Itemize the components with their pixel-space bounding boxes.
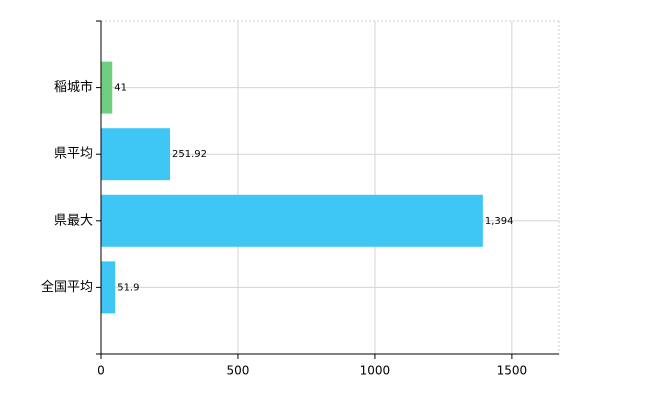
value-label: 41 [114, 83, 127, 94]
bar [101, 61, 113, 114]
y-tick-label: 稲城市 [54, 79, 93, 95]
x-tick-label: 0 [97, 364, 105, 378]
value-label: 251.92 [172, 149, 207, 160]
x-tick-label: 1000 [360, 364, 391, 378]
y-tick-label: 県最大 [54, 213, 93, 228]
bar [101, 261, 116, 314]
value-label: 1,394 [485, 216, 514, 227]
x-tick-label: 1500 [497, 364, 528, 378]
x-tick-label: 500 [227, 364, 250, 378]
bar [101, 128, 171, 181]
y-tick-label: 全国平均 [41, 279, 93, 295]
y-tick-label: 県平均 [54, 147, 93, 162]
bar [101, 194, 483, 247]
value-label: 51.9 [117, 282, 139, 293]
